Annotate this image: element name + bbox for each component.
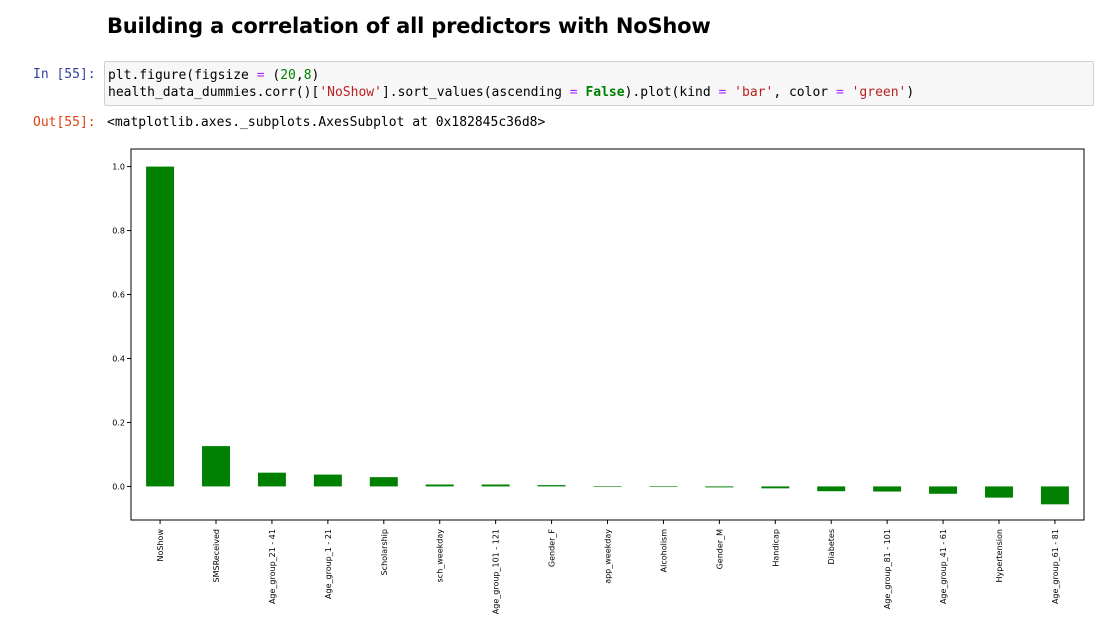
bar-8 <box>593 486 622 488</box>
x-tick-label: Handicap <box>771 529 780 567</box>
bar-4 <box>369 477 398 487</box>
bar-2 <box>257 472 286 487</box>
y-tick-label: 0.4 <box>112 354 125 363</box>
x-tick-label: Age_group_81 - 101 <box>883 529 892 609</box>
x-tick-label: Age_group_61 - 81 <box>1051 529 1060 604</box>
section-heading: Building a correlation of all predictors… <box>107 14 711 38</box>
y-tick-label: 0.0 <box>112 482 125 491</box>
bar-11 <box>761 486 790 489</box>
x-tick-label: Diabetes <box>827 529 836 565</box>
output-text: <matplotlib.axes._subplots.AxesSubplot a… <box>107 115 546 130</box>
x-tick-label: Hypertension <box>995 529 1004 583</box>
x-tick-label: Age_group_21 - 41 <box>268 529 277 604</box>
bar-13 <box>873 486 902 492</box>
y-tick-label: 0.2 <box>112 418 125 427</box>
bar-12 <box>817 486 846 492</box>
bar-15 <box>985 486 1013 498</box>
x-tick-label: Age_group_101 - 121 <box>492 529 501 614</box>
code-line-2: health_data_dummies.corr()['NoShow'].sor… <box>108 85 915 100</box>
bar-6 <box>481 484 510 487</box>
bar-14 <box>929 486 958 494</box>
x-tick-label: app_weekday <box>604 529 613 584</box>
bar-3 <box>313 474 342 487</box>
y-tick-label: 0.6 <box>112 291 125 300</box>
x-tick-label: Age_group_41 - 61 <box>939 529 948 604</box>
x-tick-label: Gender_M <box>715 529 724 569</box>
bar-0 <box>146 166 175 487</box>
x-tick-label: Scholarship <box>380 529 389 575</box>
y-tick-label: 1.0 <box>112 163 125 172</box>
bar-7 <box>537 485 566 487</box>
bar-10 <box>705 486 734 488</box>
x-tick-label: Gender_F <box>548 529 557 567</box>
input-prompt: In [55]: <box>33 67 96 82</box>
x-tick-label: Alcoholism <box>659 529 668 573</box>
x-tick-label: SMSReceived <box>212 529 221 582</box>
plot-frame <box>130 148 1085 521</box>
x-tick-label: sch_weekday <box>436 529 445 583</box>
x-tick-label: Age_group_1 - 21 <box>324 529 333 599</box>
x-tick-label: NoShow <box>156 529 165 562</box>
output-prompt: Out[55]: <box>33 115 96 130</box>
bar-9 <box>649 486 678 488</box>
bar-5 <box>425 484 454 487</box>
bar-16 <box>1040 486 1069 505</box>
bar-1 <box>202 446 230 487</box>
code-line-1: plt.figure(figsize = (20,8) <box>108 68 320 83</box>
code-cell[interactable]: plt.figure(figsize = (20,8) health_data_… <box>104 61 1094 106</box>
y-tick-label: 0.8 <box>112 227 125 236</box>
